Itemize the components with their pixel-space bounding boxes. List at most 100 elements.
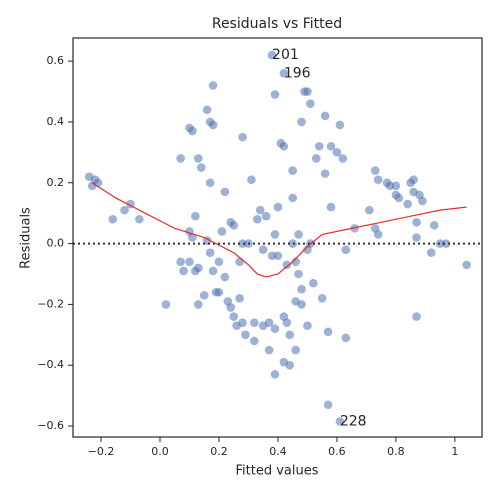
point	[291, 257, 300, 267]
point	[267, 251, 277, 261]
point	[235, 257, 244, 267]
point	[188, 233, 197, 242]
x-tick-label: 0.4	[269, 445, 287, 458]
point	[309, 278, 318, 288]
x-tick-label: 0.2	[210, 445, 228, 458]
point	[365, 205, 374, 215]
point	[270, 230, 280, 239]
point	[241, 330, 250, 340]
plot-frame	[72, 37, 483, 438]
x-tick-label: −0.2	[88, 445, 115, 458]
point	[314, 141, 324, 151]
point	[220, 272, 230, 282]
point	[208, 266, 218, 276]
point	[273, 251, 283, 261]
point	[412, 217, 421, 227]
annotation: 196	[284, 65, 311, 81]
point	[261, 211, 271, 221]
point	[412, 312, 421, 321]
point	[311, 154, 321, 163]
point	[120, 205, 129, 215]
point	[108, 214, 118, 224]
point	[205, 248, 215, 258]
point	[282, 260, 292, 270]
y-tick-label: 0.0	[47, 237, 65, 250]
point	[194, 263, 203, 273]
point	[214, 287, 224, 297]
point	[279, 68, 289, 78]
y-tick-label: −0.4	[37, 358, 64, 371]
point	[196, 163, 206, 172]
point	[429, 221, 439, 230]
point	[188, 126, 197, 136]
point	[247, 175, 256, 185]
point	[441, 239, 451, 248]
point	[199, 290, 209, 300]
point	[226, 303, 236, 312]
point	[294, 269, 303, 279]
point	[306, 99, 315, 108]
point	[285, 330, 295, 340]
point	[220, 187, 230, 197]
point	[202, 105, 212, 115]
annotation: 201	[272, 47, 299, 63]
point	[179, 266, 188, 276]
point	[418, 196, 427, 206]
point	[385, 181, 395, 191]
point	[403, 199, 412, 209]
point	[176, 154, 185, 163]
point	[176, 257, 185, 267]
point	[194, 300, 203, 309]
point	[323, 400, 333, 410]
x-tick-label: 0.8	[387, 445, 405, 458]
point	[341, 245, 351, 254]
point	[426, 248, 436, 258]
point	[229, 312, 239, 321]
point	[373, 230, 383, 239]
point	[264, 318, 274, 327]
point	[373, 175, 383, 185]
point	[391, 181, 401, 191]
point	[264, 345, 274, 355]
point	[320, 169, 330, 178]
point	[250, 336, 259, 346]
point	[326, 202, 336, 212]
point	[317, 294, 327, 303]
point	[267, 50, 277, 60]
point	[462, 260, 471, 270]
point	[335, 417, 345, 426]
x-tick-label: 0.6	[328, 445, 346, 458]
point	[291, 345, 300, 355]
point	[270, 90, 280, 99]
point	[229, 221, 239, 230]
point	[214, 257, 224, 267]
point	[335, 120, 345, 130]
annotation: 228	[340, 413, 367, 429]
y-tick-label: 0.6	[47, 54, 65, 67]
point	[217, 227, 227, 236]
point	[161, 300, 171, 309]
point	[270, 370, 280, 379]
point	[208, 120, 218, 130]
y-tick-label: 0.4	[47, 115, 65, 128]
x-axis-label: Fitted values	[235, 464, 318, 479]
point	[282, 318, 292, 327]
point	[320, 111, 330, 121]
point	[185, 257, 194, 267]
point	[255, 205, 265, 215]
point	[258, 245, 268, 254]
y-tick-label: 0.2	[47, 176, 65, 189]
point	[205, 178, 215, 188]
point	[191, 211, 200, 221]
y-axis-label: Residuals	[19, 207, 34, 269]
point	[338, 154, 348, 163]
y-tick-label: −0.2	[37, 297, 64, 310]
point	[273, 202, 283, 212]
point	[370, 166, 380, 175]
y-tick-label: −0.6	[37, 419, 64, 432]
point	[288, 239, 297, 248]
point	[250, 318, 259, 327]
point	[279, 141, 289, 151]
point	[297, 300, 306, 309]
